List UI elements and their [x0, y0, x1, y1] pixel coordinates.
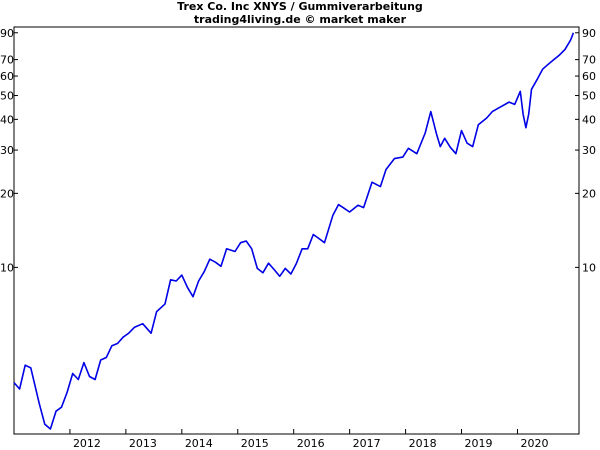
x-tick-label: 2014	[185, 437, 213, 450]
y-tick-label-left: 50	[0, 90, 14, 103]
x-tick-label: 2017	[353, 437, 381, 450]
y-tick-label-right: 30	[582, 144, 596, 157]
x-tick-label: 2013	[129, 437, 157, 450]
y-tick-label-right: 10	[582, 261, 596, 274]
x-tick-label: 2012	[73, 437, 101, 450]
price-series-line	[13, 32, 575, 430]
y-axis-left: 10 20 30 40 50 60 70 90	[0, 27, 18, 274]
x-axis: 2012 2013 2014 2015 2016 2017 2018 2019 2020	[69, 429, 548, 450]
y-tick-label-left: 40	[0, 113, 14, 126]
y-tick-label-right: 40	[582, 113, 596, 126]
x-tick-label: 2016	[297, 437, 325, 450]
y-tick-label-left: 90	[0, 27, 14, 40]
y-tick-label-right: 70	[582, 54, 596, 67]
y-tick-label-left: 10	[0, 261, 14, 274]
plot-area	[13, 26, 580, 435]
y-tick-label-left: 30	[0, 144, 14, 157]
chart-title: Trex Co. Inc XNYS / Gummiverarbeitung	[177, 0, 423, 13]
x-tick-label: 2015	[241, 437, 269, 450]
y-tick-label-left: 70	[0, 54, 14, 67]
x-tick-label: 2020	[520, 437, 548, 450]
y-tick-label-left: 60	[0, 70, 14, 83]
y-tick-label-right: 50	[582, 90, 596, 103]
x-tick-label: 2019	[465, 437, 493, 450]
y-tick-label-right: 20	[582, 187, 596, 200]
chart-subtitle: trading4living.de © market maker	[193, 13, 407, 26]
y-tick-label-left: 20	[0, 187, 14, 200]
x-tick-label: 2018	[409, 437, 437, 450]
y-tick-label-right: 90	[582, 27, 596, 40]
y-tick-label-right: 60	[582, 70, 596, 83]
y-axis-right: 10 20 30 40 50 60 70 90	[575, 27, 596, 274]
